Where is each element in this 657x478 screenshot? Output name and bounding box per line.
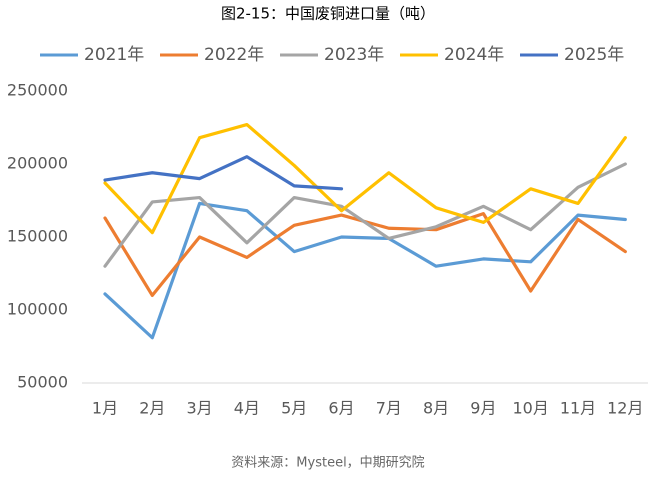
legend-label: 2023年 [324,45,384,65]
y-tick-label: 250000 [7,81,68,100]
x-tick-label: 11月 [560,399,596,418]
series-line [103,162,627,268]
x-tick-label: 10月 [513,399,549,418]
y-tick-label: 100000 [7,300,68,319]
x-tick-label: 9月 [470,399,496,418]
y-tick-label: 150000 [7,227,68,246]
legend-label: 2025年 [564,45,624,65]
x-tick-label: 12月 [607,399,643,418]
legend-label: 2022年 [204,45,264,65]
chart-title: 图2-15：中国废铜进口量（吨） [221,5,435,23]
y-tick-label: 50000 [17,373,68,392]
x-tick-label: 6月 [328,399,354,418]
x-tick-label: 2月 [139,399,165,418]
x-tick-label: 7月 [376,399,402,418]
x-tick-label: 4月 [234,399,260,418]
x-tick-label: 3月 [187,399,213,418]
x-tick-label: 5月 [281,399,307,418]
series-line [103,155,344,191]
series-line [103,201,627,340]
source-note: 资料来源：Mysteel，中期研究院 [231,456,424,471]
x-tick-label: 8月 [423,399,449,418]
x-tick-label: 1月 [92,399,118,418]
y-tick-label: 200000 [7,154,68,173]
series-line [103,122,627,235]
legend-label: 2021年 [84,45,144,65]
legend-label: 2024年 [444,45,504,65]
